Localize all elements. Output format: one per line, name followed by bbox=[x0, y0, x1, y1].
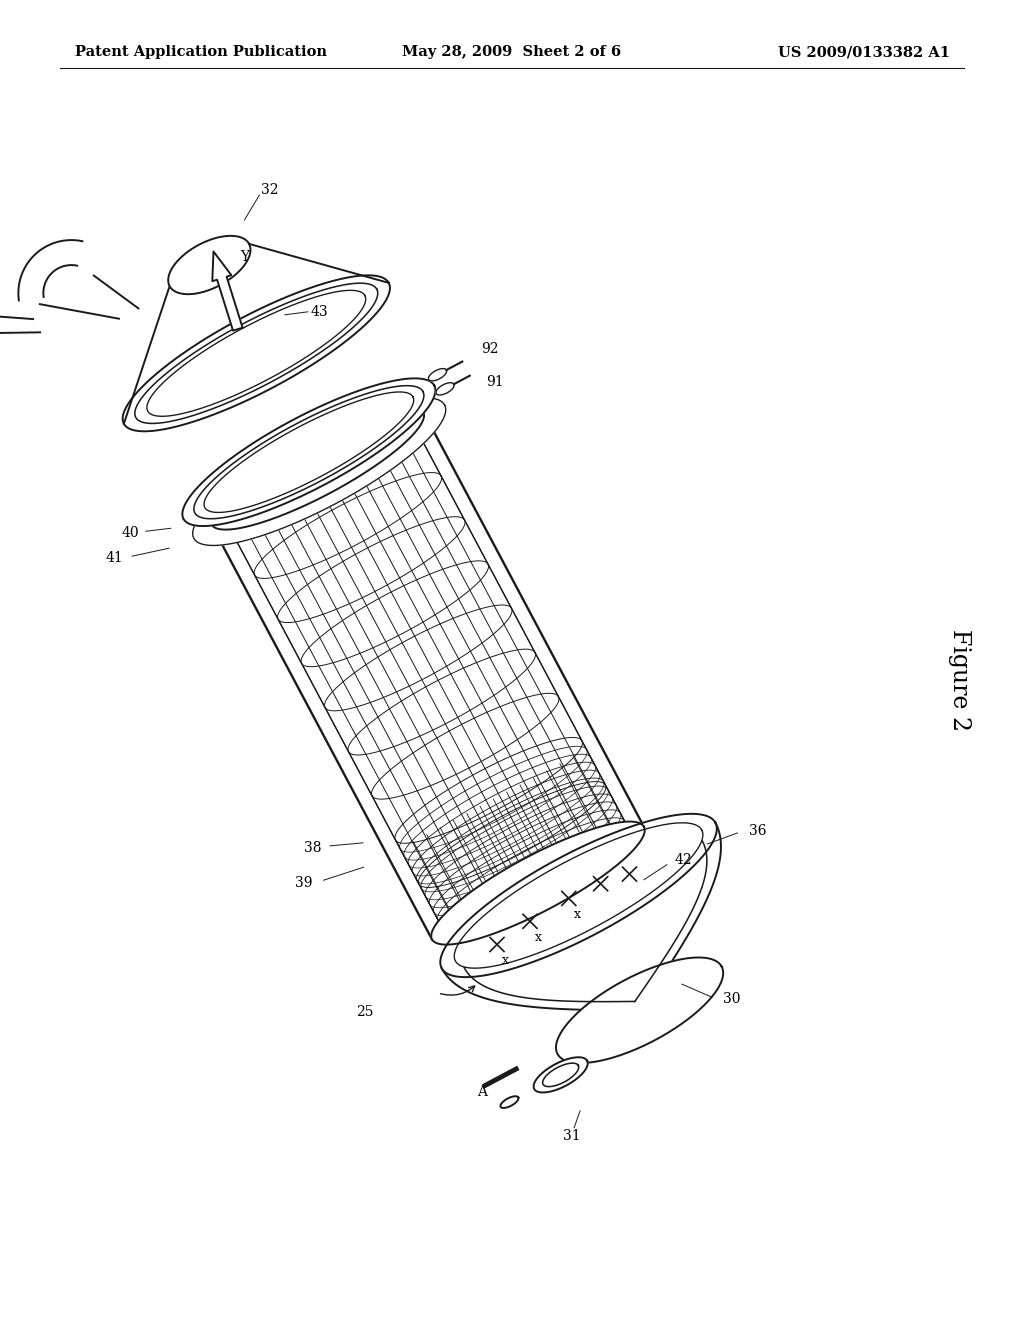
Text: 41: 41 bbox=[105, 552, 123, 565]
Text: 38: 38 bbox=[304, 841, 322, 855]
Text: x: x bbox=[535, 931, 542, 944]
Text: Patent Application Publication: Patent Application Publication bbox=[75, 45, 327, 59]
Text: 31: 31 bbox=[563, 1129, 581, 1143]
Text: x: x bbox=[573, 908, 581, 921]
Polygon shape bbox=[168, 236, 251, 294]
Polygon shape bbox=[428, 368, 446, 381]
Text: 39: 39 bbox=[295, 876, 312, 890]
Polygon shape bbox=[212, 252, 243, 331]
Polygon shape bbox=[211, 407, 424, 529]
Text: Y: Y bbox=[241, 251, 250, 264]
Text: 42: 42 bbox=[675, 853, 692, 867]
Polygon shape bbox=[431, 821, 645, 945]
Text: 32: 32 bbox=[261, 183, 279, 197]
Text: 43: 43 bbox=[311, 305, 329, 319]
Polygon shape bbox=[193, 397, 445, 545]
Text: 92: 92 bbox=[481, 342, 499, 356]
Polygon shape bbox=[501, 1096, 518, 1107]
Text: x: x bbox=[502, 954, 509, 966]
Text: Figure 2: Figure 2 bbox=[948, 628, 972, 731]
Text: US 2009/0133382 A1: US 2009/0133382 A1 bbox=[778, 45, 950, 59]
Polygon shape bbox=[556, 957, 723, 1063]
Polygon shape bbox=[534, 1057, 588, 1093]
Text: A: A bbox=[477, 1085, 487, 1098]
Text: 30: 30 bbox=[723, 993, 740, 1006]
Text: 40: 40 bbox=[122, 527, 139, 540]
Polygon shape bbox=[182, 379, 435, 527]
Text: 91: 91 bbox=[486, 375, 504, 388]
Text: 25: 25 bbox=[356, 1006, 374, 1019]
Text: 36: 36 bbox=[749, 824, 766, 838]
Polygon shape bbox=[440, 814, 717, 977]
Text: May 28, 2009  Sheet 2 of 6: May 28, 2009 Sheet 2 of 6 bbox=[402, 45, 622, 59]
Polygon shape bbox=[436, 383, 455, 395]
Polygon shape bbox=[123, 276, 390, 432]
